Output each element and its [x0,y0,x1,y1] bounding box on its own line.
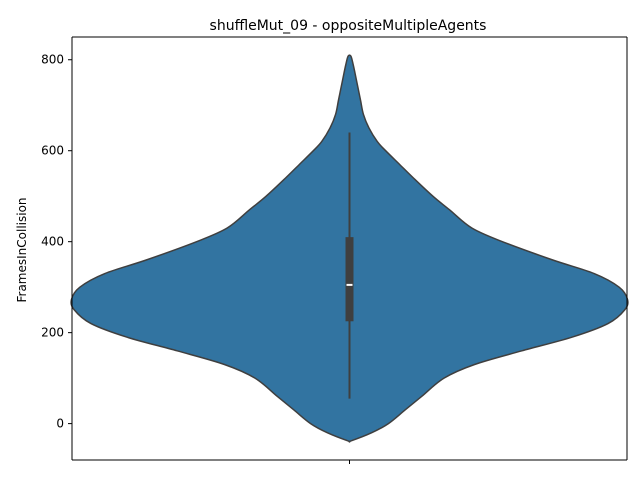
y-tick-label: 600 [41,144,64,158]
y-tick-label: 0 [56,417,64,431]
chart-title: shuffleMut_09 - oppositeMultipleAgents [210,18,487,34]
y-tick-label: 400 [41,235,64,249]
iqr-box [345,237,354,322]
y-tick-label: 200 [41,326,64,340]
y-axis-label: FramesInCollision [15,197,29,302]
y-tick-label: 800 [41,53,64,67]
plot-area: 0 200 400 600 800 [41,36,629,464]
